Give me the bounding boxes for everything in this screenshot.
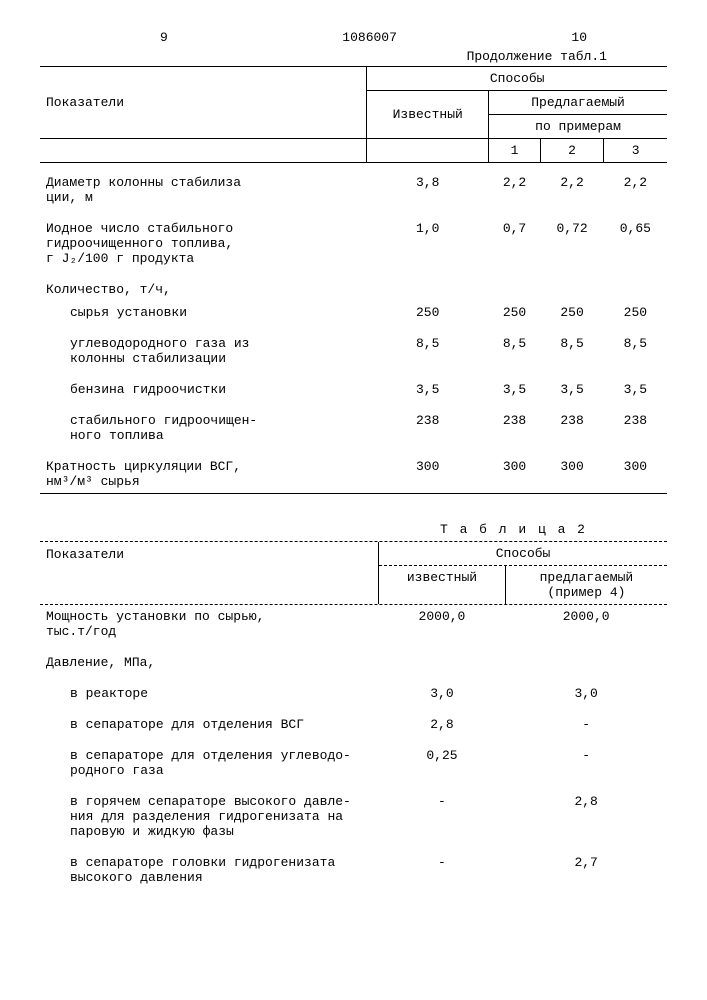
t2-r1-p: 2000,0	[505, 605, 667, 643]
t1-r4-v2: 300	[540, 455, 603, 494]
t1-r3d-v3: 238	[604, 409, 667, 447]
t1-r3c-label: бензина гидроочистки	[40, 378, 367, 401]
t1-r1-label: Диаметр колонны стабилиза ции, м	[40, 171, 367, 209]
t1-r3d-v2: 238	[540, 409, 603, 447]
t2-col-indicator: Показатели	[40, 542, 379, 566]
t1-r3b-k: 8,5	[367, 332, 489, 370]
t1-r2-label: Иодное число стабильного гидроочищенного…	[40, 217, 367, 270]
t1-r2-v2: 0,72	[540, 217, 603, 270]
t2-r2d-label: в горячем сепараторе высокого давле- ния…	[40, 790, 379, 843]
t1-ex2: 2	[540, 139, 603, 163]
patent-number: 1086007	[342, 30, 397, 45]
table-1: Показатели Способы Известный Предлагаемы…	[40, 66, 667, 502]
t1-col-methods: Способы	[367, 67, 667, 91]
t1-r4-label: Кратность циркуляции ВСГ, нм³/м³ сырья	[40, 455, 367, 494]
t1-r3a-k: 250	[367, 301, 489, 324]
t2-r1-k: 2000,0	[379, 605, 506, 643]
t2-col-methods: Способы	[379, 542, 667, 565]
t1-r3a-v3: 250	[604, 301, 667, 324]
t1-r1-v2: 2,2	[540, 171, 603, 209]
table-2: Показатели Способы известный предлагаемы…	[40, 541, 667, 889]
t1-r2-v1: 0,7	[489, 217, 541, 270]
t1-col-proposed: Предлагаемый	[489, 91, 667, 115]
t1-col-indicator: Показатели	[40, 67, 367, 139]
t2-r2b-k: 2,8	[379, 713, 506, 736]
t1-r3c-v1: 3,5	[489, 378, 541, 401]
t1-r1-k: 3,8	[367, 171, 489, 209]
t1-ex1: 1	[489, 139, 541, 163]
t2-r2c-k: 0,25	[379, 744, 506, 782]
page-header: 9 1086007 10	[40, 30, 667, 45]
t1-col-examples: по примерам	[489, 115, 667, 139]
t1-r3a-v1: 250	[489, 301, 541, 324]
t2-r2c-label: в сепараторе для отделения углеводо- род…	[40, 744, 379, 782]
t2-r1-label: Мощность установки по сырью, тыс.т/год	[40, 605, 379, 643]
t1-r3b-v2: 8,5	[540, 332, 603, 370]
table-continuation-label: Продолжение табл.1	[40, 49, 667, 64]
table2-title: Т а б л и ц а 2	[40, 522, 667, 537]
t2-r2d-k: -	[379, 790, 506, 843]
t2-r2a-k: 3,0	[379, 682, 506, 705]
t1-r1-v3: 2,2	[604, 171, 667, 209]
t1-r4-v1: 300	[489, 455, 541, 494]
page-left-num: 9	[160, 30, 168, 45]
t2-r2e-p: 2,7	[505, 851, 667, 889]
t1-r3a-v2: 250	[540, 301, 603, 324]
t1-r3b-label: углеводородного газа из колонны стабилиз…	[40, 332, 367, 370]
t2-r2e-label: в сепараторе головки гидрогенизата высок…	[40, 851, 379, 889]
t2-r2b-p: -	[505, 713, 667, 736]
t1-r3c-v2: 3,5	[540, 378, 603, 401]
t1-r3c-k: 3,5	[367, 378, 489, 401]
t2-r2a-p: 3,0	[505, 682, 667, 705]
t1-r2-k: 1,0	[367, 217, 489, 270]
t1-r3c-v3: 3,5	[604, 378, 667, 401]
t1-r4-v3: 300	[604, 455, 667, 494]
t1-r3d-label: стабильного гидроочищен- ного топлива	[40, 409, 367, 447]
t2-r2a-label: в реакторе	[40, 682, 379, 705]
t1-col-known: Известный	[367, 91, 489, 139]
t1-r1-v1: 2,2	[489, 171, 541, 209]
t2-col-known: известный	[379, 566, 506, 604]
t1-r3a-label: сырья установки	[40, 301, 367, 324]
page-right-num: 10	[571, 30, 587, 45]
t1-r4-k: 300	[367, 455, 489, 494]
t2-r2c-p: -	[505, 744, 667, 782]
t1-r3b-v1: 8,5	[489, 332, 541, 370]
t1-r2-v3: 0,65	[604, 217, 667, 270]
t1-r3-label: Количество, т/ч,	[40, 278, 667, 301]
t1-r3b-v3: 8,5	[604, 332, 667, 370]
t1-ex3: 3	[604, 139, 667, 163]
t2-r2-label: Давление, МПа,	[40, 651, 667, 674]
t2-r2b-label: в сепараторе для отделения ВСГ	[40, 713, 379, 736]
t2-r2e-k: -	[379, 851, 506, 889]
t2-col-proposed: предлагаемый (пример 4)	[505, 566, 667, 604]
t2-r2d-p: 2,8	[505, 790, 667, 843]
t1-r3d-k: 238	[367, 409, 489, 447]
t1-r3d-v1: 238	[489, 409, 541, 447]
